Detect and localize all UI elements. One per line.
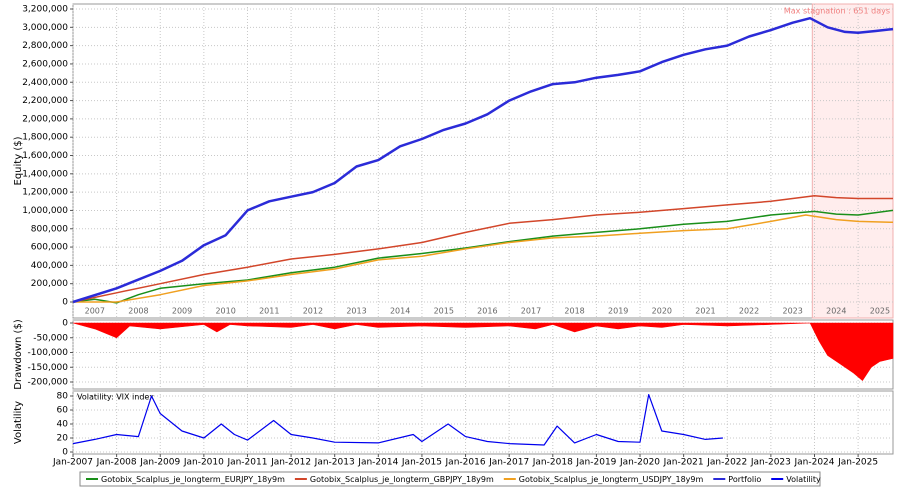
legend: Gotobix_Scalplus_je_longterm_EURJPY_18y9… bbox=[86, 475, 821, 484]
y-tick-label: -200,000 bbox=[28, 378, 69, 388]
x-tick-label: Jan-2017 bbox=[488, 458, 529, 468]
y-tick-label: 3,200,000 bbox=[22, 5, 68, 15]
year-label: 2016 bbox=[477, 307, 497, 316]
x-tick-label: Jan-2010 bbox=[183, 458, 224, 468]
y-tick-label: 200,000 bbox=[31, 279, 68, 289]
series-line bbox=[72, 16, 894, 304]
year-label: 2021 bbox=[695, 307, 715, 316]
y-tick-label: 1,800,000 bbox=[22, 133, 68, 143]
y-tick-label: 600,000 bbox=[31, 243, 68, 253]
stagnation-region bbox=[811, 3, 894, 319]
legend-label: Gotobix_Scalplus_je_longterm_GBPJPY_18y9… bbox=[310, 475, 494, 484]
drawdown-area bbox=[72, 322, 894, 381]
year-label: 2017 bbox=[521, 307, 541, 316]
year-label: 2022 bbox=[739, 307, 759, 316]
annotation: Volatility: VIX index bbox=[77, 393, 154, 402]
x-tick-label: Jan-2018 bbox=[532, 458, 573, 468]
year-label: 2009 bbox=[172, 307, 192, 316]
x-tick-label: Jan-2024 bbox=[793, 458, 834, 468]
x-tick-label: Jan-2012 bbox=[270, 458, 311, 468]
x-tick-label: Jan-2013 bbox=[314, 458, 355, 468]
legend-label: Gotobix_Scalplus_je_longterm_USDJPY_18y9… bbox=[519, 475, 704, 484]
year-label: 2010 bbox=[215, 307, 235, 316]
y-tick-label: 2,200,000 bbox=[22, 96, 68, 106]
y-tick-label: -50,000 bbox=[33, 333, 68, 343]
x-tick-label: Jan-2019 bbox=[575, 458, 616, 468]
y-tick-label: 400,000 bbox=[31, 261, 68, 271]
y-tick-label: 2,400,000 bbox=[22, 78, 68, 88]
y-tick-label: 80 bbox=[57, 392, 69, 402]
y-tick-label: 2,800,000 bbox=[22, 41, 68, 51]
annotation: Max stagnation : 651 days bbox=[784, 7, 890, 16]
panel-frame bbox=[72, 390, 894, 455]
y-tick-label: 1,200,000 bbox=[22, 188, 68, 198]
x-tick-label: Jan-2020 bbox=[619, 458, 660, 468]
y-tick-label: 60 bbox=[57, 406, 69, 416]
year-label: 2023 bbox=[783, 307, 803, 316]
year-label: 2013 bbox=[346, 307, 366, 316]
y-tick-label: 1,000,000 bbox=[22, 206, 68, 216]
series-line bbox=[72, 209, 894, 304]
x-tick-label: Jan-2025 bbox=[837, 458, 878, 468]
year-label: 2012 bbox=[303, 307, 323, 316]
year-label: 2008 bbox=[128, 307, 148, 316]
y-axis-label: Volatility bbox=[13, 401, 24, 444]
legend-box bbox=[79, 471, 821, 487]
series-line bbox=[73, 214, 894, 303]
y-tick-label: 0 bbox=[62, 298, 68, 308]
x-tick-label: Jan-2016 bbox=[445, 458, 486, 468]
x-tick-label: Jan-2007 bbox=[52, 458, 93, 468]
y-tick-label: 0 bbox=[62, 319, 68, 329]
year-label: 2011 bbox=[259, 307, 279, 316]
series-line bbox=[72, 195, 893, 303]
year-label: 2018 bbox=[564, 307, 584, 316]
y-tick-label: 2,000,000 bbox=[22, 114, 68, 124]
y-tick-label: -100,000 bbox=[28, 348, 69, 358]
legend-label: Portfolio bbox=[728, 475, 761, 484]
year-label: 2025 bbox=[870, 307, 890, 316]
y-axis-label: Equity ($) bbox=[13, 136, 24, 185]
y-axis-label: Drawdown ($) bbox=[13, 319, 24, 390]
x-tick-label: Jan-2021 bbox=[663, 458, 704, 468]
panel-frame bbox=[72, 319, 894, 390]
panel-frame bbox=[72, 3, 894, 319]
y-tick-label: 2,600,000 bbox=[22, 59, 68, 69]
y-tick-label: 0 bbox=[62, 448, 68, 458]
x-tick-label: Jan-2009 bbox=[139, 458, 180, 468]
series-line bbox=[72, 394, 723, 446]
year-label: 2007 bbox=[85, 307, 105, 316]
legend-label: Volatility bbox=[786, 475, 821, 484]
x-tick-label: Jan-2014 bbox=[357, 458, 398, 468]
y-tick-label: 3,000,000 bbox=[22, 23, 68, 33]
y-tick-label: 1,400,000 bbox=[22, 169, 68, 179]
year-label: 2015 bbox=[434, 307, 454, 316]
y-tick-label: 20 bbox=[57, 434, 69, 444]
year-label: 2014 bbox=[390, 307, 410, 316]
year-label: 2024 bbox=[826, 307, 846, 316]
x-tick-label: Jan-2015 bbox=[401, 458, 442, 468]
y-tick-label: -150,000 bbox=[28, 363, 69, 373]
legend-label: Gotobix_Scalplus_je_longterm_EURJPY_18y9… bbox=[101, 475, 285, 484]
y-tick-label: 1,600,000 bbox=[22, 151, 68, 161]
x-tick-label: Jan-2022 bbox=[706, 458, 747, 468]
y-tick-label: 800,000 bbox=[31, 224, 68, 234]
year-label: 2019 bbox=[608, 307, 628, 316]
year-label: 2020 bbox=[652, 307, 672, 316]
x-tick-label: Jan-2023 bbox=[750, 458, 791, 468]
x-tick-label: Jan-2011 bbox=[226, 458, 267, 468]
y-tick-label: 40 bbox=[57, 420, 69, 430]
x-tick-label: Jan-2008 bbox=[96, 458, 137, 468]
